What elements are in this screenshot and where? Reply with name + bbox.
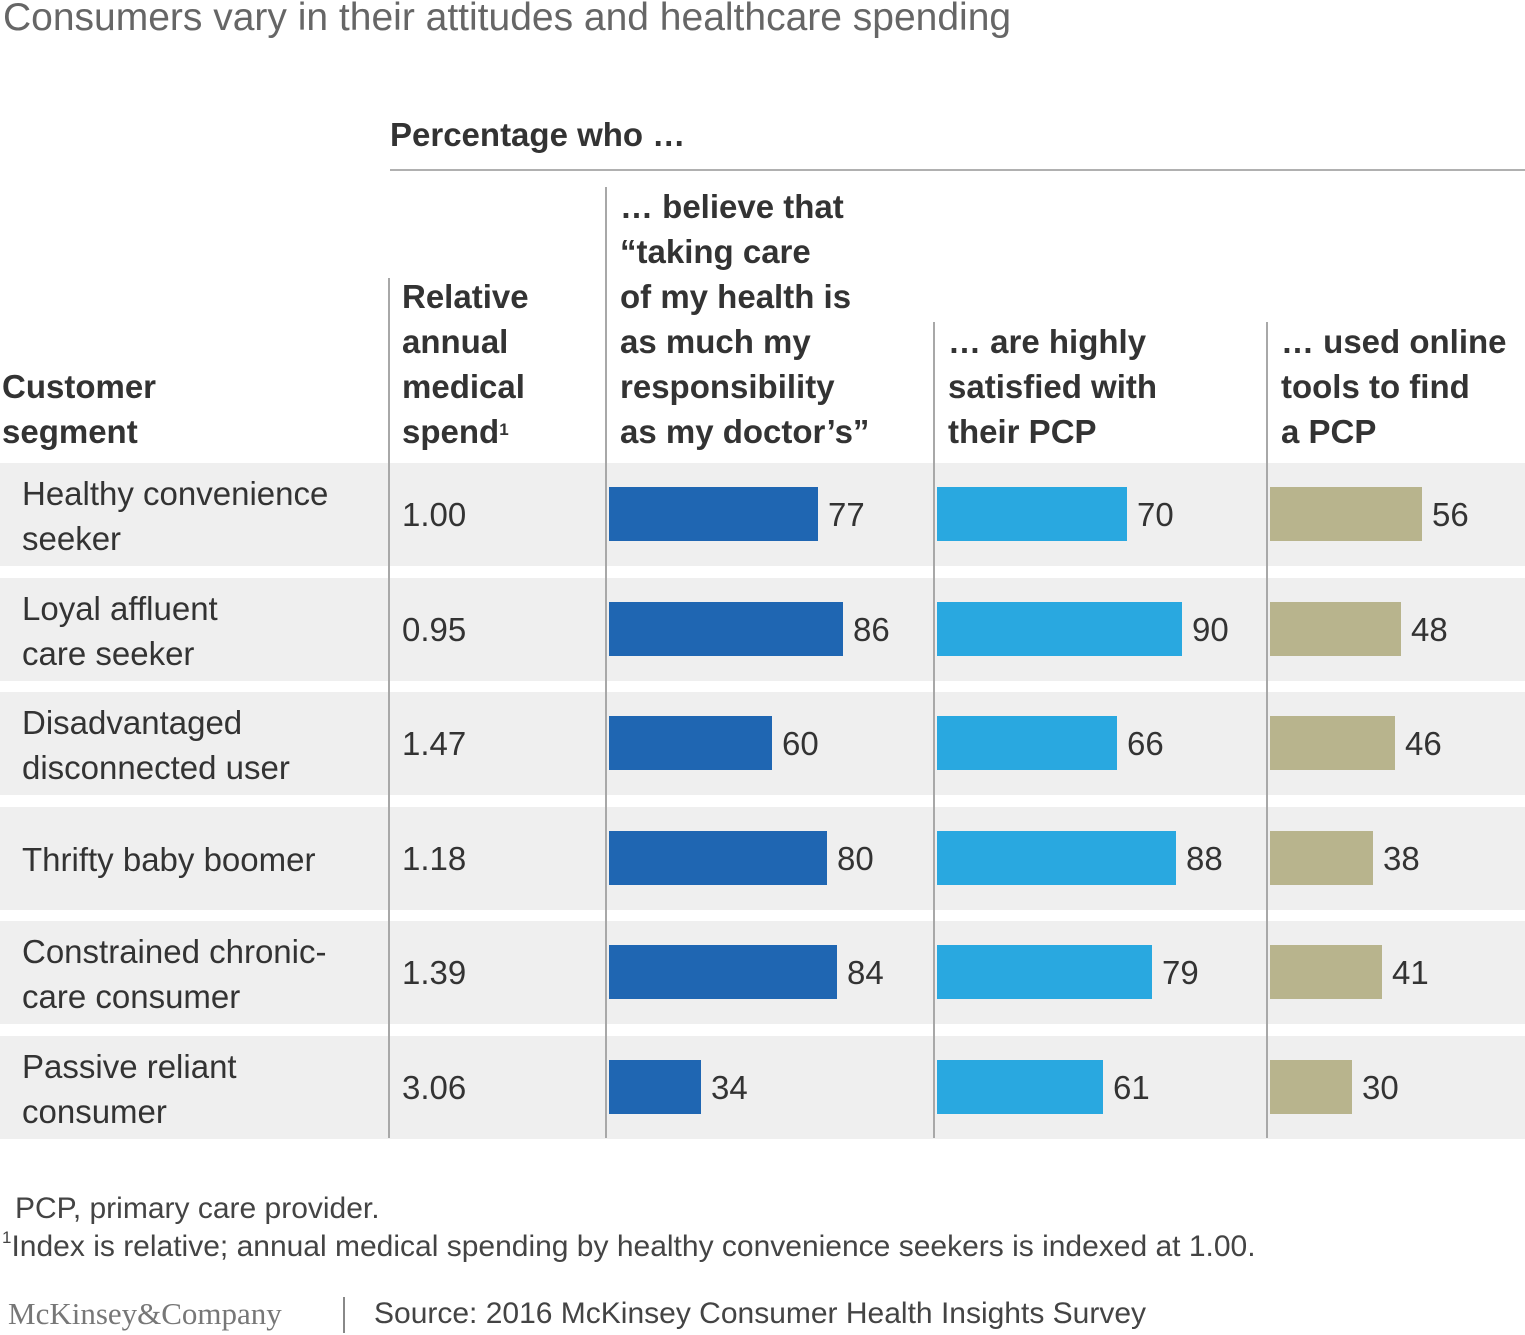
segment-label: Healthy convenience seeker — [22, 474, 329, 557]
value-label-satisfied: 88 — [1186, 840, 1223, 877]
header-segment: Customer segment — [2, 368, 157, 450]
value-label-online-tools: 48 — [1411, 611, 1448, 648]
segment-label: Disadvantaged disconnected user — [22, 703, 290, 786]
value-label-satisfied: 70 — [1137, 496, 1174, 533]
bar-online-tools — [1270, 487, 1422, 541]
segment-label: Loyal affluent care seeker — [22, 589, 218, 672]
bar-satisfied — [937, 1060, 1103, 1114]
bar-online-tools — [1270, 716, 1395, 770]
header-responsibility: … believe that “taking care of my health… — [620, 188, 870, 450]
bar-satisfied — [937, 602, 1182, 656]
bar-satisfied — [937, 716, 1117, 770]
source-note: Source: 2016 McKinsey Consumer Health In… — [374, 1297, 1147, 1330]
footnote-index-mark: 1 — [2, 1228, 12, 1247]
divider-online-tools — [1266, 322, 1268, 1138]
footnote-index-text: Index is relative; annual medical spendi… — [11, 1230, 1256, 1263]
bar-online-tools — [1270, 1060, 1352, 1114]
spend-value: 1.47 — [402, 725, 467, 762]
value-label-satisfied: 90 — [1192, 611, 1229, 648]
bar-responsibility — [609, 1060, 701, 1114]
value-label-satisfied: 66 — [1127, 725, 1164, 762]
supertitle: Percentage who … — [390, 116, 686, 153]
header-spend: Relative annual medical spend1 — [402, 274, 529, 454]
value-label-responsibility: 86 — [853, 611, 890, 648]
bar-responsibility — [609, 602, 843, 656]
spend-value: 1.39 — [402, 954, 467, 991]
bar-responsibility — [609, 487, 818, 541]
brand-separator — [343, 1297, 345, 1333]
value-label-online-tools: 56 — [1432, 496, 1469, 533]
bar-satisfied — [937, 831, 1176, 885]
value-label-online-tools: 38 — [1383, 840, 1420, 877]
value-label-responsibility: 80 — [837, 840, 874, 877]
bar-satisfied — [937, 487, 1127, 541]
header-spend-text: Relative annual medical spend — [402, 278, 529, 450]
value-label-online-tools: 46 — [1405, 725, 1442, 762]
chart-title: Consumers vary in their attitudes and he… — [3, 0, 1012, 39]
bar-responsibility — [609, 716, 772, 770]
value-label-responsibility: 77 — [828, 496, 865, 533]
bar-responsibility — [609, 945, 837, 999]
spend-value: 3.06 — [402, 1069, 467, 1106]
footnote-mark: 1 — [499, 420, 509, 439]
header-online-tools: … used online tools to find a PCP — [1281, 323, 1507, 450]
bar-satisfied — [937, 945, 1152, 999]
bar-responsibility — [609, 831, 827, 885]
value-label-responsibility: 84 — [847, 954, 884, 991]
segment-label: Passive reliant consumer — [22, 1047, 237, 1130]
divider-spend — [388, 278, 390, 1138]
value-label-online-tools: 30 — [1362, 1069, 1399, 1106]
footnote-abbrev: PCP, primary care provider. — [15, 1192, 380, 1225]
segment-label: Constrained chronic- care consumer — [22, 932, 327, 1015]
value-label-satisfied: 61 — [1113, 1069, 1150, 1106]
spend-value: 1.18 — [402, 840, 467, 877]
divider-satisfied — [933, 322, 935, 1138]
header-satisfied: … are highly satisfied with their PCP — [948, 323, 1158, 450]
value-label-responsibility: 34 — [711, 1069, 748, 1106]
bar-online-tools — [1270, 945, 1382, 999]
bar-online-tools — [1270, 831, 1373, 885]
brand-logo: McKinsey&Company — [8, 1296, 282, 1331]
value-label-satisfied: 79 — [1162, 954, 1199, 991]
footnote-index: 1Index is relative; annual medical spend… — [2, 1228, 1256, 1264]
value-label-responsibility: 60 — [782, 725, 819, 762]
divider-responsibility — [605, 187, 607, 1138]
header-rule — [390, 169, 1525, 171]
value-label-online-tools: 41 — [1392, 954, 1429, 991]
spend-value: 0.95 — [402, 611, 467, 648]
bar-online-tools — [1270, 602, 1401, 656]
spend-value: 1.00 — [402, 496, 467, 533]
segment-label: Thrifty baby boomer — [22, 841, 316, 878]
